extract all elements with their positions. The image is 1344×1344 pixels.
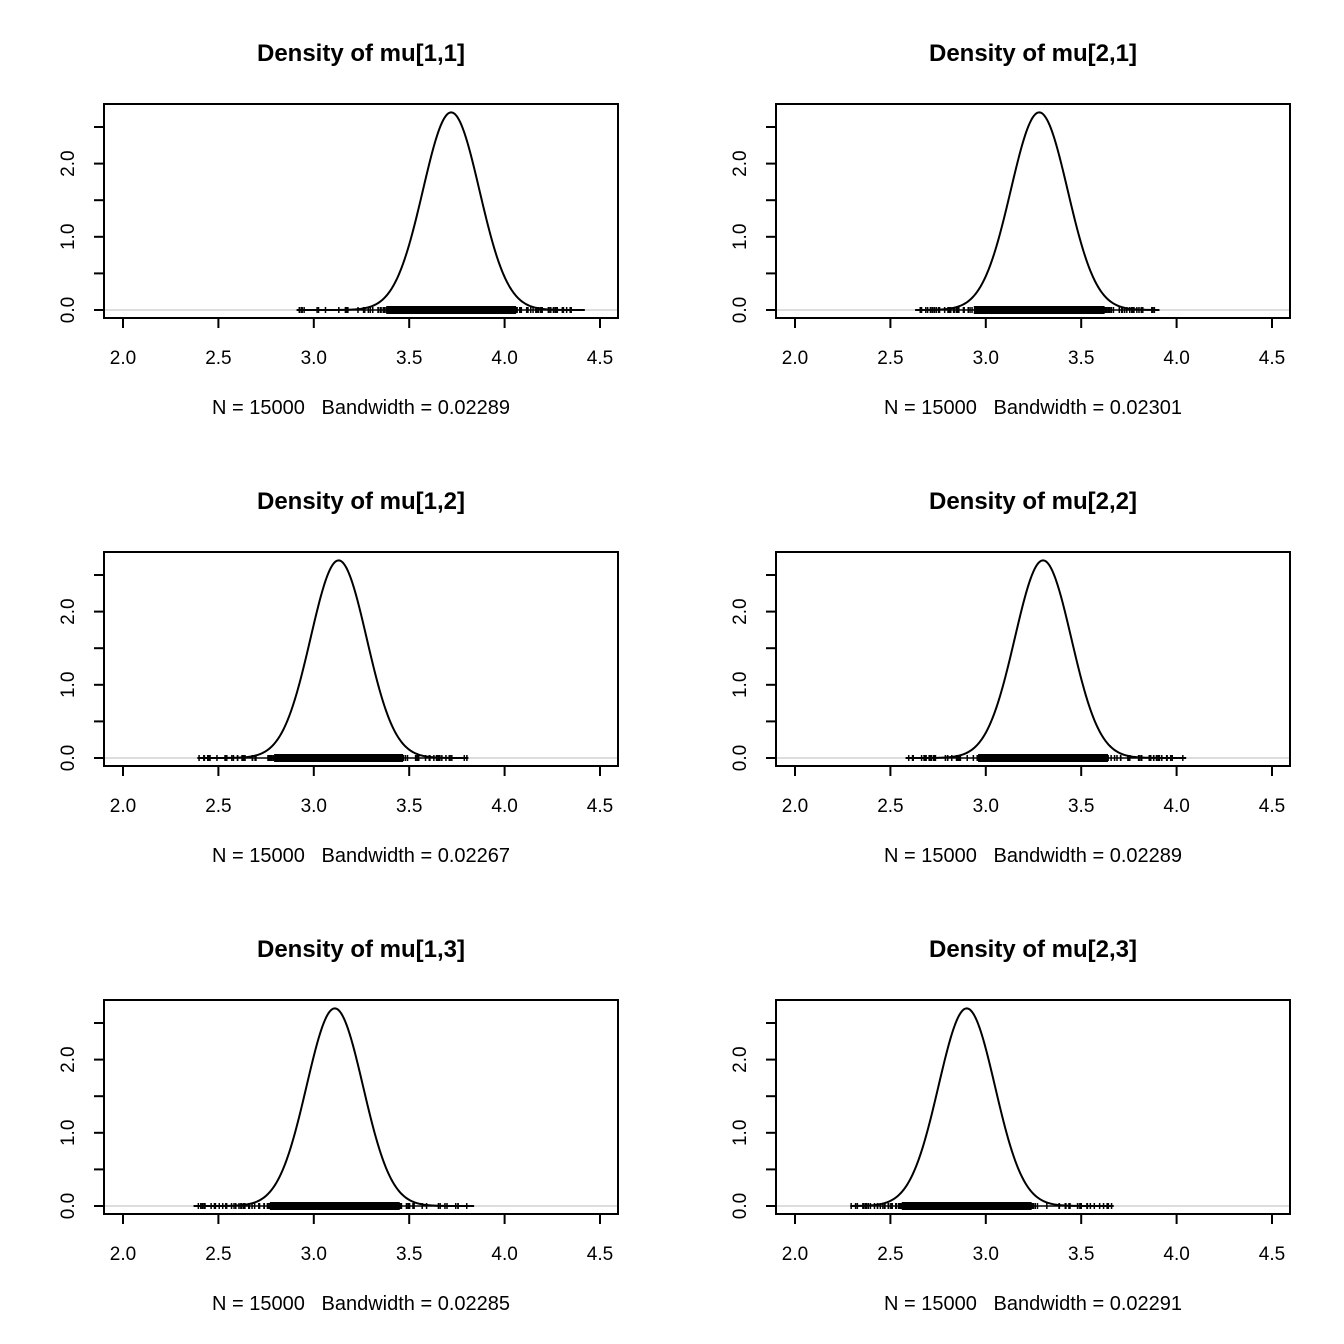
- density-curve: [850, 1007, 1114, 1207]
- x-tick-label: 2.0: [782, 796, 808, 817]
- rug-marks: [850, 1202, 1114, 1210]
- density-panel: Density of mu[1,3] 2.0 2.5 3.0 3.5 4.0 4.5 0.0 1…: [0, 896, 672, 1344]
- density-curve: [197, 559, 469, 759]
- density-curve: [193, 1007, 475, 1207]
- x-tick-label: 3.0: [301, 796, 327, 817]
- plot-frame: [103, 999, 619, 1215]
- bandwidth-label: N = 15000 Bandwidth = 0.02301: [884, 397, 1182, 419]
- x-tick-label: 2.0: [782, 348, 808, 369]
- density-chart: Density of mu[2,1] 2.0 2.5 3.0 3.5 4.0 4.5 0.0 1…: [730, 40, 1291, 419]
- y-tick-label: 0.0: [58, 1193, 79, 1219]
- x-tick-label: 3.5: [396, 1244, 422, 1265]
- x-tick-label: 4.5: [587, 1244, 613, 1265]
- plot-frame: [103, 551, 619, 767]
- y-tick-label: 2.0: [58, 150, 79, 176]
- y-tick-label: 1.0: [730, 224, 751, 250]
- x-tick-label: 2.0: [782, 1244, 808, 1265]
- density-panel: Density of mu[2,3] 2.0 2.5 3.0 3.5 4.0 4.5 0.0 1…: [672, 896, 1344, 1344]
- x-tick-label: 3.0: [973, 1244, 999, 1265]
- x-tick-label: 2.0: [110, 796, 136, 817]
- density-panel: Density of mu[2,2] 2.0 2.5 3.0 3.5 4.0 4.5 0.0 1…: [672, 448, 1344, 896]
- bandwidth-label: N = 15000 Bandwidth = 0.02285: [212, 1293, 510, 1315]
- x-tick-label: 4.5: [1259, 348, 1285, 369]
- x-tick-label: 3.0: [973, 348, 999, 369]
- y-tick-label: 2.0: [730, 150, 751, 176]
- x-tick-label: 2.5: [205, 348, 231, 369]
- x-tick-label: 3.5: [1068, 1244, 1094, 1265]
- y-tick-label: 1.0: [58, 224, 79, 250]
- x-tick-label: 4.5: [1259, 1244, 1285, 1265]
- chart-title: Density of mu[1,1]: [257, 40, 465, 67]
- x-tick-label: 3.5: [1068, 348, 1094, 369]
- x-tick-label: 4.5: [587, 796, 613, 817]
- x-tick-label: 2.5: [205, 796, 231, 817]
- x-tick-label: 4.5: [587, 348, 613, 369]
- y-tick-label: 2.0: [58, 598, 79, 624]
- chart-title: Density of mu[2,3]: [929, 936, 1137, 963]
- x-tick-label: 4.0: [491, 1244, 517, 1265]
- x-tick-label: 3.0: [301, 348, 327, 369]
- y-tick-label: 0.0: [58, 745, 79, 771]
- density-curve: [296, 111, 585, 311]
- rug-marks: [905, 754, 1187, 762]
- plot-frame: [775, 999, 1291, 1215]
- density-chart: Density of mu[1,3] 2.0 2.5 3.0 3.5 4.0 4.5 0.0 1…: [58, 936, 619, 1315]
- chart-title: Density of mu[2,1]: [929, 40, 1137, 67]
- y-tick-label: 2.0: [730, 1046, 751, 1072]
- chart-title: Density of mu[2,2]: [929, 488, 1137, 515]
- density-panel: Density of mu[1,2] 2.0 2.5 3.0 3.5 4.0 4.5 0.0 1…: [0, 448, 672, 896]
- x-tick-label: 4.0: [491, 796, 517, 817]
- chart-title: Density of mu[1,3]: [257, 936, 465, 963]
- x-tick-label: 4.5: [1259, 796, 1285, 817]
- y-tick-label: 2.0: [58, 1046, 79, 1072]
- x-tick-label: 4.0: [1163, 1244, 1189, 1265]
- x-tick-label: 3.0: [301, 1244, 327, 1265]
- y-tick-label: 0.0: [730, 297, 751, 323]
- density-chart: Density of mu[1,1] 2.0 2.5 3.0 3.5 4.0 4.5 0.0 1…: [58, 40, 619, 419]
- density-panel: Density of mu[2,1] 2.0 2.5 3.0 3.5 4.0 4.5 0.0 1…: [672, 0, 1344, 448]
- plot-frame: [103, 103, 619, 319]
- x-tick-label: 3.5: [396, 348, 422, 369]
- x-tick-label: 4.0: [491, 348, 517, 369]
- density-curve: [905, 559, 1187, 759]
- chart-title: Density of mu[1,2]: [257, 488, 465, 515]
- y-tick-label: 1.0: [730, 672, 751, 698]
- y-tick-label: 0.0: [730, 1193, 751, 1219]
- y-tick-label: 2.0: [730, 598, 751, 624]
- x-tick-label: 4.0: [1163, 348, 1189, 369]
- y-tick-label: 0.0: [58, 297, 79, 323]
- x-tick-label: 3.5: [396, 796, 422, 817]
- density-chart: Density of mu[1,2] 2.0 2.5 3.0 3.5 4.0 4.5 0.0 1…: [58, 488, 619, 867]
- plot-frame: [775, 551, 1291, 767]
- x-tick-label: 2.5: [205, 1244, 231, 1265]
- bandwidth-label: N = 15000 Bandwidth = 0.02267: [212, 845, 510, 867]
- density-curve: [915, 111, 1160, 311]
- y-tick-label: 0.0: [730, 745, 751, 771]
- x-tick-label: 3.0: [973, 796, 999, 817]
- x-tick-label: 2.0: [110, 1244, 136, 1265]
- plot-frame: [775, 103, 1291, 319]
- x-tick-label: 2.5: [877, 796, 903, 817]
- bandwidth-label: N = 15000 Bandwidth = 0.02291: [884, 1293, 1182, 1315]
- rug-marks: [915, 306, 1160, 314]
- x-tick-label: 2.0: [110, 348, 136, 369]
- y-tick-label: 1.0: [730, 1120, 751, 1146]
- bandwidth-label: N = 15000 Bandwidth = 0.02289: [884, 845, 1182, 867]
- rug-marks: [197, 754, 469, 762]
- y-tick-label: 1.0: [58, 1120, 79, 1146]
- density-panel: Density of mu[1,1] 2.0 2.5 3.0 3.5 4.0 4.5 0.0 1…: [0, 0, 672, 448]
- x-tick-label: 4.0: [1163, 796, 1189, 817]
- rug-marks: [296, 306, 585, 314]
- x-tick-label: 3.5: [1068, 796, 1094, 817]
- y-tick-label: 1.0: [58, 672, 79, 698]
- density-chart: Density of mu[2,2] 2.0 2.5 3.0 3.5 4.0 4.5 0.0 1…: [730, 488, 1291, 867]
- density-chart: Density of mu[2,3] 2.0 2.5 3.0 3.5 4.0 4.5 0.0 1…: [730, 936, 1291, 1315]
- x-tick-label: 2.5: [877, 348, 903, 369]
- rug-marks: [193, 1202, 475, 1210]
- bandwidth-label: N = 15000 Bandwidth = 0.02289: [212, 397, 510, 419]
- x-tick-label: 2.5: [877, 1244, 903, 1265]
